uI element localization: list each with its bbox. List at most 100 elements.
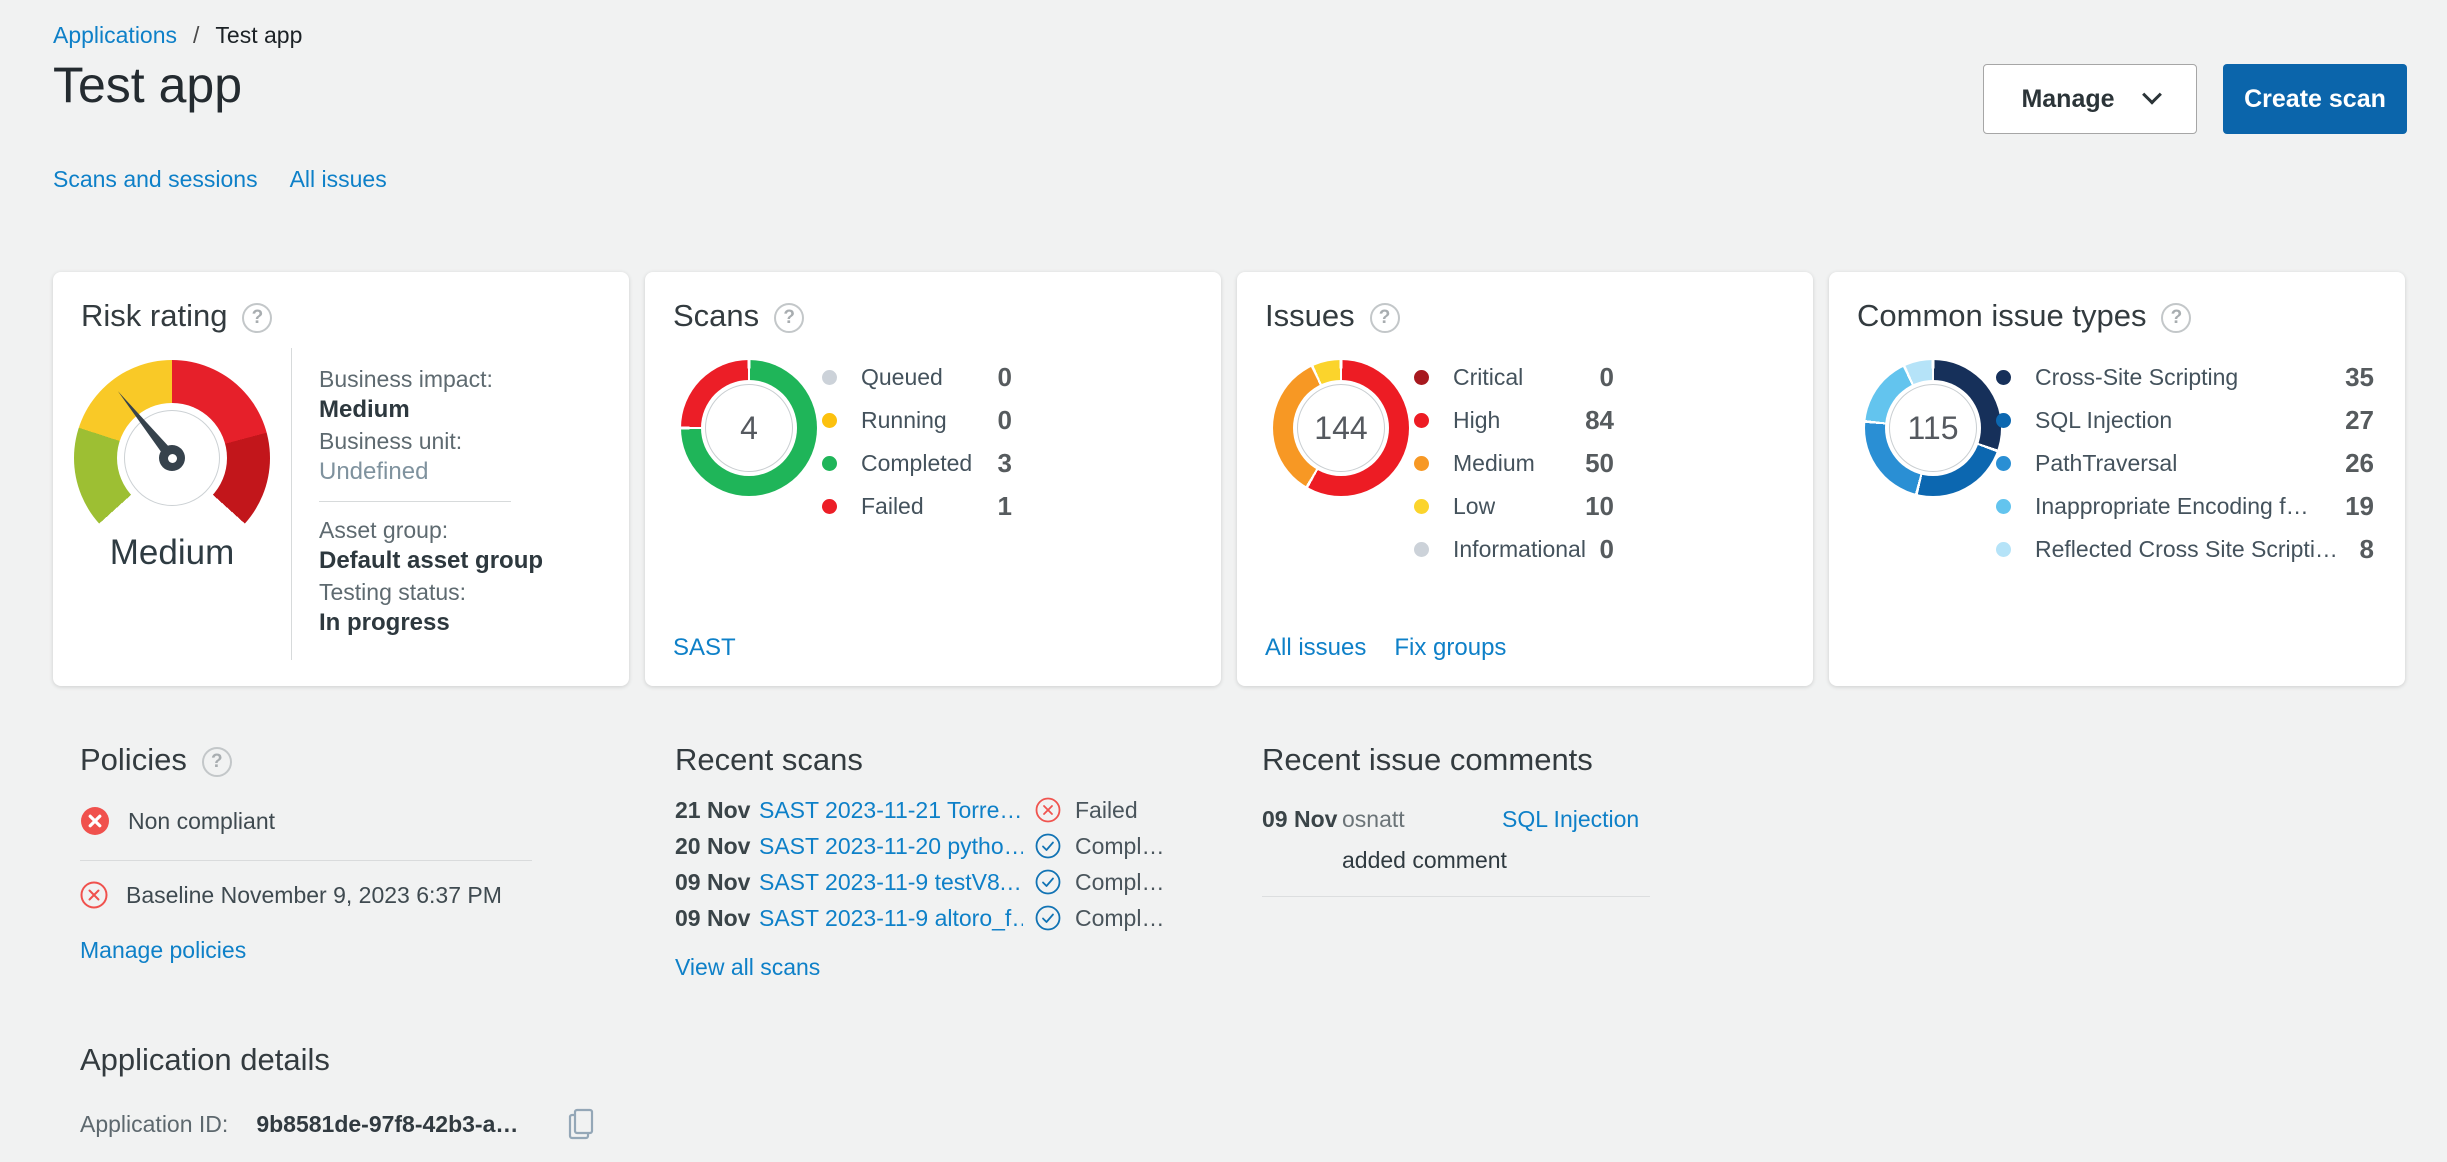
scans-card-title: Scans [673,298,805,334]
legend-dot [1414,456,1429,471]
scan-status-text: Compl… [1075,832,1165,859]
legend-dot [822,413,837,428]
scan-row: 21 Nov SAST 2023-11-21 Torre… Failed [675,792,1205,828]
legend-value: 3 [997,448,1012,478]
scan-status-text: Failed [1075,796,1138,823]
legend-dot [1414,413,1429,428]
legend-value: 19 [2345,491,2374,521]
scan-status-text: Compl… [1075,868,1165,895]
legend-value: 84 [1585,405,1614,435]
legend-label: High [1453,407,1501,433]
legend-row-reflected-xss: Reflected Cross Site Scripti… 8 [1996,528,2374,571]
horizontal-divider [80,860,532,861]
testing-status-value: In progress [319,609,450,636]
legend-label: PathTraversal [2035,450,2178,476]
tab-scans-and-sessions[interactable]: Scans and sessions [53,166,258,192]
legend-value: 0 [1599,534,1614,564]
legend-value: 35 [2345,362,2374,392]
copy-icon[interactable] [564,1106,598,1142]
business-unit-label: Business unit: [319,428,463,454]
application-id-row: Application ID: 9b8581de-97f8-42b3-a… [80,1106,598,1142]
application-id-value: 9b8581de-97f8-42b3-a… [256,1110,519,1137]
tab-all-issues[interactable]: All issues [289,166,387,192]
create-scan-button[interactable]: Create scan [2223,64,2407,134]
risk-gauge-area: Medium [53,360,291,572]
help-icon[interactable] [2161,302,2192,333]
legend-label: Informational [1453,536,1586,562]
completed-icon [1035,905,1061,931]
comment-issue-link[interactable]: SQL Injection [1502,806,1640,832]
baseline-failed-icon [80,881,108,909]
policies-section: Policies Non compliant Baseline November… [80,742,532,964]
view-all-scans-link[interactable]: View all scans [675,954,821,980]
non-compliant-label: Non compliant [128,807,276,834]
legend-row-xss: Cross-Site Scripting 35 [1996,356,2374,399]
horizontal-divider [319,501,511,502]
manage-policies-link[interactable]: Manage policies [80,937,247,963]
legend-dot [1996,542,2011,557]
recent-scans-table: 21 Nov SAST 2023-11-21 Torre… Failed 20 … [675,792,1205,936]
completed-icon [1035,869,1061,895]
comment-row: 09 Nov osnatt SQL Injection added commen… [1262,806,1650,874]
fix-groups-link[interactable]: Fix groups [1394,634,1507,661]
legend-label: Cross-Site Scripting [2035,364,2239,390]
legend-dot [1996,370,2011,385]
all-issues-link[interactable]: All issues [1265,634,1367,661]
scan-date: 09 Nov [675,904,751,931]
common-issue-types-total-value: 115 [1907,409,1959,446]
scans-total-value: 4 [740,409,758,446]
recent-scans-title-text: Recent scans [675,742,863,777]
common-issue-types-card-title: Common issue types [1857,298,2192,334]
common-issue-types-donut-chart: 115 [1865,360,2001,496]
legend-row-failed: Failed 1 [822,485,1012,528]
legend-dot [822,370,837,385]
recent-scans-title: Recent scans [675,742,1205,778]
legend-value: 27 [2345,405,2374,435]
asset-group-label: Asset group: [319,517,449,543]
help-icon[interactable] [242,302,273,333]
scan-status: Compl… [1035,833,1164,860]
issues-title-text: Issues [1265,298,1355,333]
baseline-label: Baseline November 9, 2023 6:37 PM [126,881,502,908]
issues-total-value: 144 [1314,409,1368,446]
scan-name-link[interactable]: SAST 2023-11-20 pytho… [759,832,1023,859]
scan-status: Failed [1035,797,1138,824]
legend-row-medium: Medium 50 [1414,442,1614,485]
help-icon[interactable] [1369,302,1400,333]
policy-baseline-row: Baseline November 9, 2023 6:37 PM [80,881,532,909]
scan-name-link[interactable]: SAST 2023-11-21 Torre… [759,796,1023,823]
scan-status: Compl… [1035,869,1164,896]
gauge-inner-ring [124,410,220,506]
common-issue-types-card: Common issue types 115 Cross-Site Script… [1829,272,2405,686]
breadcrumb-current: Test app [215,22,303,48]
business-impact-label: Business impact: [319,366,493,392]
common-issue-types-legend: Cross-Site Scripting 35 SQL Injection 27… [1996,356,2374,571]
manage-button[interactable]: Manage [1983,64,2197,134]
legend-dot [822,456,837,471]
scan-row: 20 Nov SAST 2023-11-20 pytho… Compl… [675,828,1205,864]
scan-name-link[interactable]: SAST 2023-11-9 altoro_f… [759,904,1023,931]
issues-card: Issues 144 Critical 0 High 84 Medium 50 [1237,272,1813,686]
scan-name-link[interactable]: SAST 2023-11-9 testV8.… [759,868,1023,895]
sast-link[interactable]: SAST [673,634,736,661]
issues-donut-total: 144 [1297,384,1385,472]
application-details-title: Application details [80,1042,598,1078]
breadcrumb-separator: / [193,22,200,48]
legend-value: 0 [1599,362,1614,392]
scans-donut-chart: 4 [681,360,817,496]
scans-title-text: Scans [673,298,760,333]
recent-issue-comments-section: Recent issue comments 09 Nov osnatt SQL … [1262,742,1650,897]
legend-label: Queued [861,364,943,390]
asset-group-value: Default asset group [319,547,544,574]
help-icon[interactable] [774,302,805,333]
common-issue-types-title-text: Common issue types [1857,298,2147,333]
scans-legend: Queued 0 Running 0 Completed 3 Failed 1 [822,356,1012,528]
breadcrumb-applications-link[interactable]: Applications [53,22,178,48]
legend-value: 1 [997,491,1012,521]
application-details-section: Application details Application ID: 9b85… [80,1042,598,1142]
help-icon[interactable] [201,746,232,777]
legend-dot [1996,413,2011,428]
scan-date: 09 Nov [675,868,751,895]
risk-rating-title-text: Risk rating [81,298,228,333]
legend-label: Reflected Cross Site Scripti… [2035,536,2338,562]
